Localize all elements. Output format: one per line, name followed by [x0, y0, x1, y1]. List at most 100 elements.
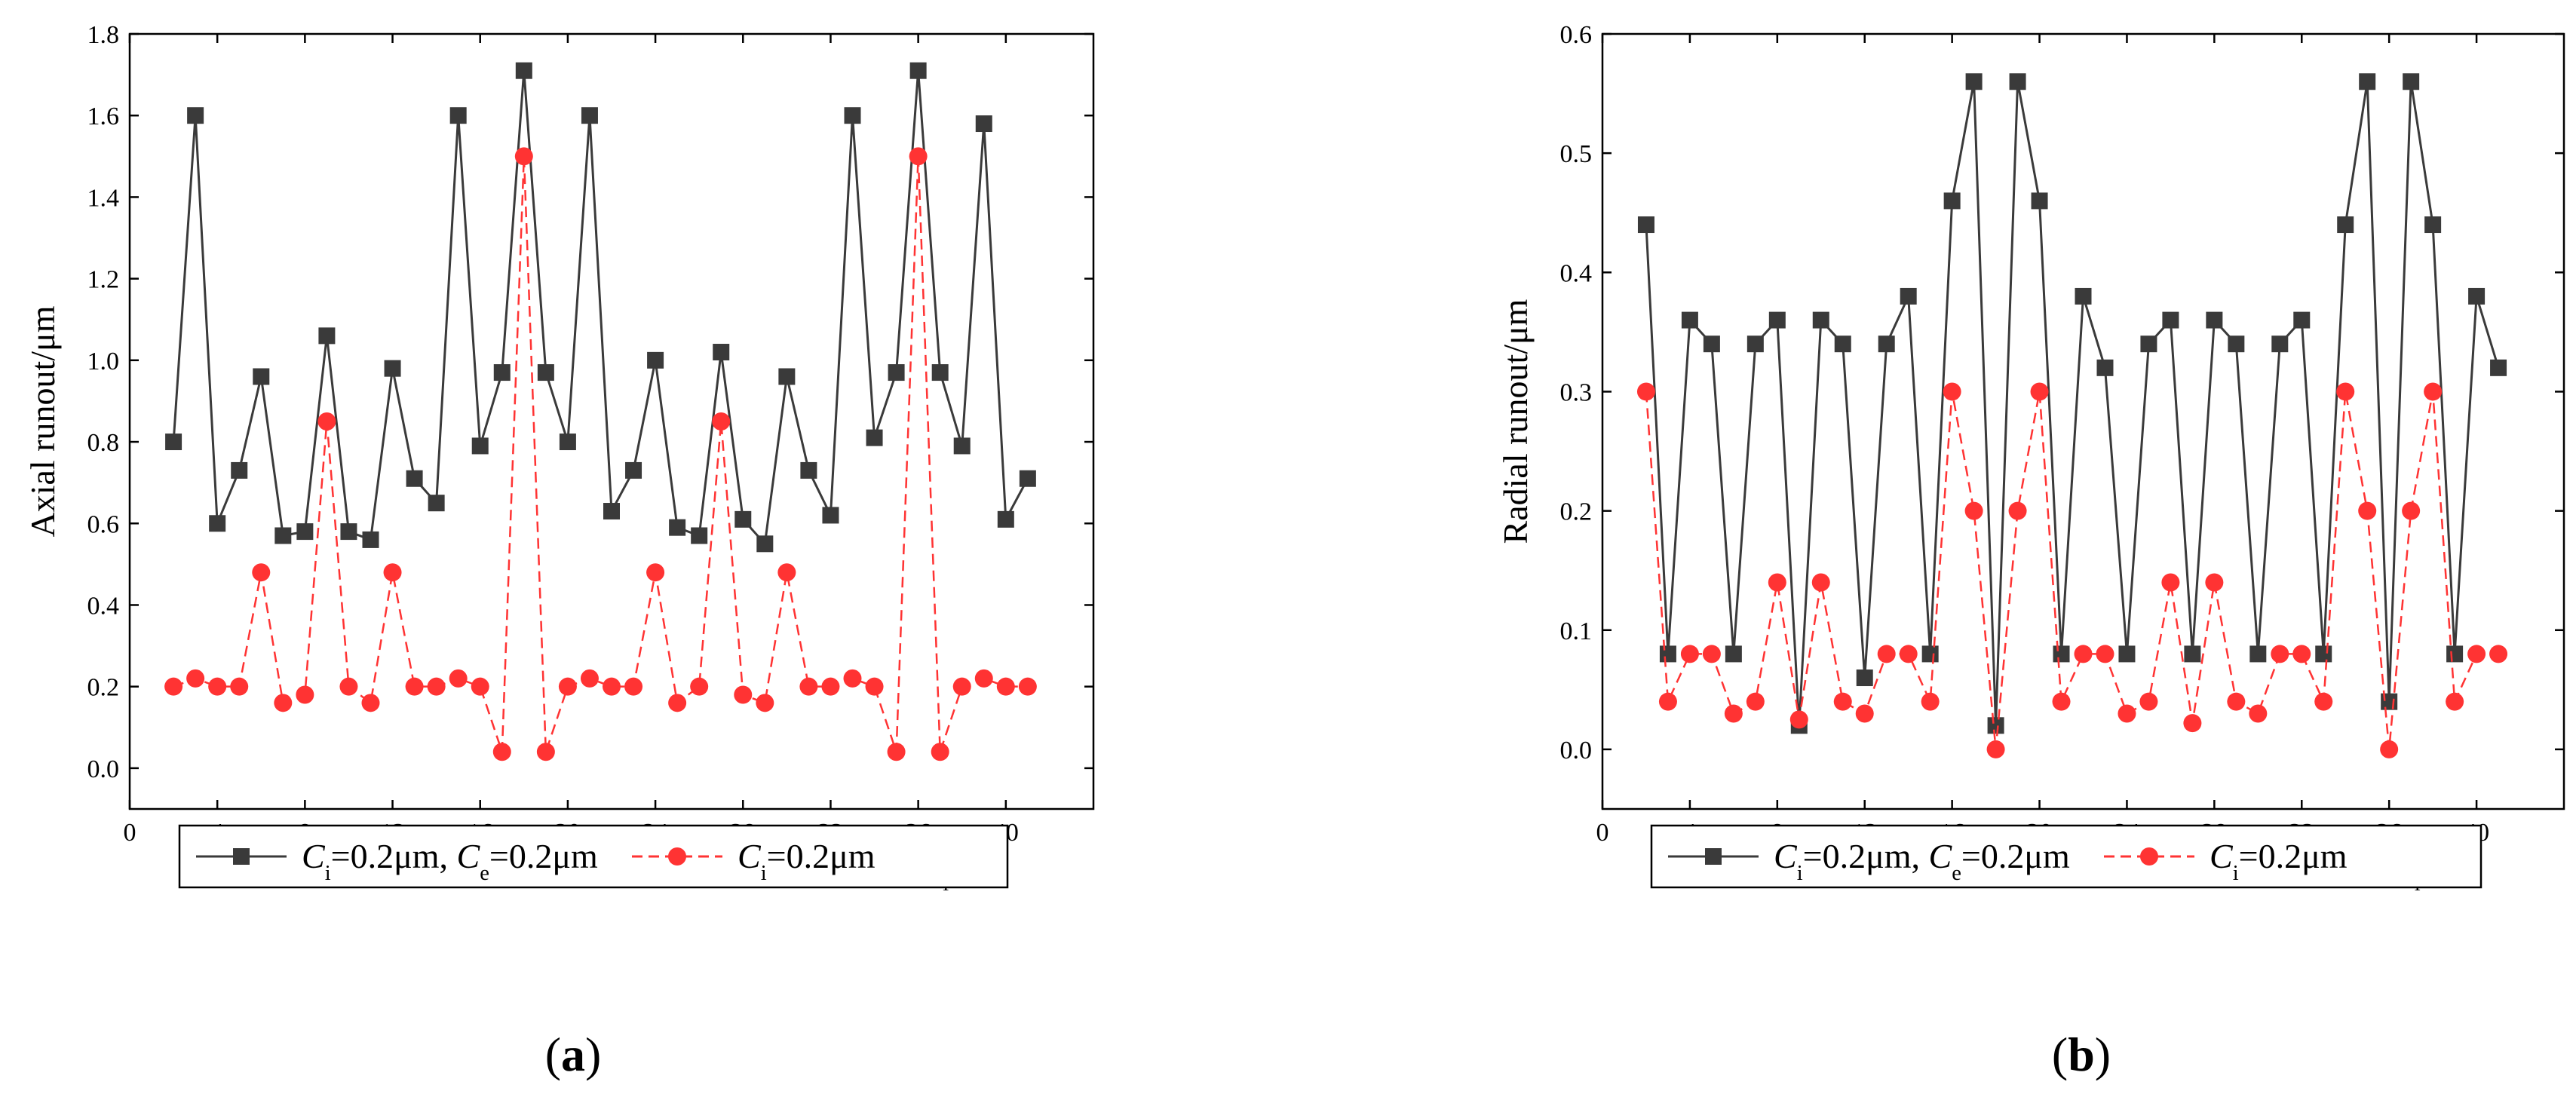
data-point-circle — [1724, 704, 1743, 723]
data-point-circle — [1877, 645, 1896, 663]
legend-label: Ci=0.2μm, Ce=0.2μm — [302, 837, 598, 885]
data-point-square — [734, 510, 752, 528]
data-point-square — [2075, 287, 2092, 305]
legend-marker-square — [1705, 848, 1722, 865]
data-point-circle — [471, 677, 489, 696]
data-point-square — [2424, 216, 2442, 234]
data-point-circle — [2292, 645, 2311, 663]
data-point-circle — [2074, 645, 2093, 663]
data-point-circle — [2446, 692, 2464, 711]
data-point-square — [559, 434, 576, 451]
data-point-square — [471, 437, 489, 455]
data-point-square — [2249, 645, 2267, 663]
data-point-circle — [514, 147, 533, 166]
data-point-square — [713, 344, 730, 361]
data-point-square — [669, 519, 686, 536]
data-point-circle — [2118, 704, 2136, 723]
data-point-circle — [2336, 382, 2355, 401]
data-point-circle — [558, 677, 577, 696]
data-point-square — [866, 429, 883, 446]
data-point-circle — [580, 669, 599, 688]
y-tick-label: 0.4 — [1560, 259, 1593, 287]
legend-label: Ci=0.2μm, Ce=0.2μm — [1774, 837, 2070, 885]
panel-label: (b) — [2052, 1028, 2111, 1081]
data-point-circle — [909, 147, 928, 166]
data-point-circle — [427, 677, 446, 696]
data-point-square — [1943, 192, 1961, 210]
data-point-square — [931, 364, 949, 381]
legend-label: Ci=0.2μm — [2210, 837, 2348, 885]
data-point-square — [1019, 470, 1036, 487]
series-black — [165, 62, 1036, 553]
y-tick-label: 0.6 — [1560, 21, 1593, 49]
legend-label: Ci=0.2μm — [738, 837, 876, 885]
data-point-square — [2403, 73, 2420, 90]
data-point-circle — [1702, 645, 1721, 663]
data-point-circle — [668, 694, 687, 712]
data-point-square — [253, 368, 270, 385]
data-point-circle — [383, 563, 402, 582]
data-point-circle — [952, 677, 971, 696]
data-point-square — [231, 461, 248, 479]
data-point-square — [691, 527, 708, 544]
data-point-circle — [2052, 692, 2071, 711]
y-tick-label: 0.0 — [1560, 737, 1593, 764]
data-point-circle — [492, 743, 511, 761]
legend-marker-circle — [2140, 847, 2158, 866]
data-point-circle — [1680, 645, 1699, 663]
data-point-circle — [2008, 501, 2027, 520]
y-tick-label: 0.2 — [1560, 498, 1593, 526]
data-point-square — [2140, 335, 2157, 353]
data-point-circle — [1746, 692, 1765, 711]
data-point-circle — [1636, 382, 1655, 401]
data-point-circle — [734, 685, 753, 704]
data-point-circle — [1855, 704, 1874, 723]
x-tick-label: 0 — [124, 819, 136, 847]
series-line — [172, 70, 1029, 547]
data-point-square — [2162, 311, 2179, 329]
y-tick-label: 0.5 — [1560, 140, 1593, 168]
data-point-circle — [2402, 501, 2421, 520]
data-point-square — [1921, 645, 1939, 663]
data-point-square — [493, 364, 511, 381]
data-point-circle — [1768, 573, 1786, 592]
data-point-square — [2228, 335, 2245, 353]
legend-box — [178, 824, 1009, 889]
data-point-circle — [186, 669, 205, 688]
y-tick-label: 0.0 — [87, 755, 120, 783]
data-point-square — [975, 115, 992, 133]
data-point-circle — [712, 412, 731, 430]
data-point-circle — [296, 685, 314, 704]
data-point-circle — [164, 677, 183, 696]
data-point-circle — [2139, 692, 2158, 711]
legend-marker-circle — [668, 847, 686, 866]
data-point-circle — [317, 412, 336, 430]
data-point-circle — [931, 743, 949, 761]
data-point-square — [778, 368, 796, 385]
data-point-square — [603, 503, 620, 520]
data-point-circle — [2271, 645, 2289, 663]
data-point-square — [1746, 335, 1764, 353]
data-point-circle — [339, 677, 358, 696]
data-point-square — [2293, 311, 2311, 329]
data-point-square — [1834, 335, 1851, 353]
data-point-square — [187, 107, 204, 124]
y-tick-label: 0.1 — [1560, 617, 1593, 645]
data-point-circle — [2314, 692, 2333, 711]
data-point-circle — [603, 677, 621, 696]
data-point-circle — [208, 677, 227, 696]
data-point-square — [997, 510, 1014, 528]
data-point-circle — [646, 563, 665, 582]
data-point-circle — [2249, 704, 2268, 723]
data-point-square — [1812, 311, 1829, 329]
data-point-circle — [252, 563, 271, 582]
data-point-square — [209, 515, 226, 532]
plot-frame — [1601, 32, 2565, 810]
data-point-square — [822, 507, 839, 524]
legend-marker-square — [233, 848, 250, 865]
data-point-circle — [361, 694, 380, 712]
data-point-square — [1681, 311, 1698, 329]
data-point-circle — [1658, 692, 1677, 711]
data-point-square — [1965, 73, 1983, 90]
